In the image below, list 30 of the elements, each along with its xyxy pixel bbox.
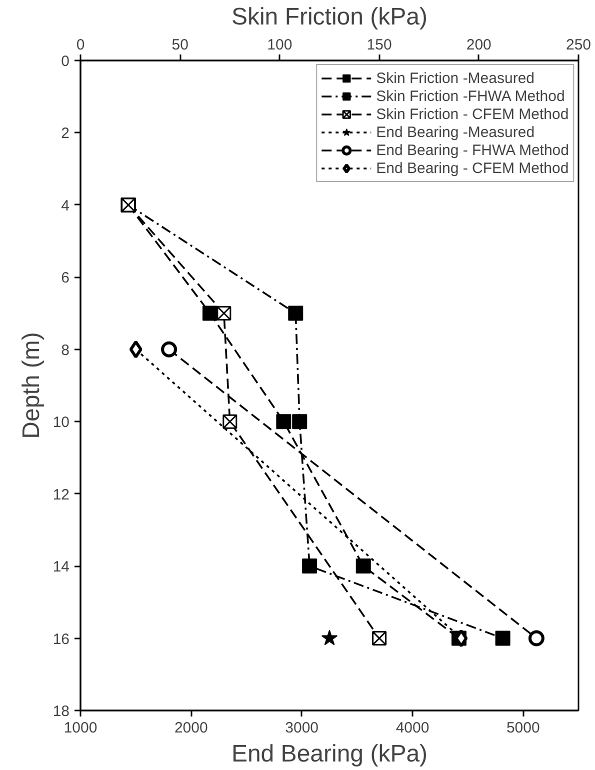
y-tick-label: 8 — [61, 342, 70, 359]
y-axis-title: Depth (m) — [18, 332, 45, 439]
x-tick-label: 1000 — [64, 720, 98, 736]
y-tick-label: 4 — [61, 197, 70, 214]
x-tick-label: 2000 — [174, 720, 208, 736]
x2-axis-title: Skin Friction (kPa) — [231, 4, 428, 30]
x-tick-label: 3000 — [285, 720, 319, 736]
y-tick-label: 16 — [52, 630, 70, 648]
y-tick-label: 12 — [52, 486, 70, 504]
x2-tick-label: 50 — [172, 36, 188, 54]
x-axis-title: End Bearing (kPa) — [231, 740, 428, 768]
x-tick-label: 4000 — [396, 720, 430, 736]
x2-tick-label: 150 — [366, 36, 392, 54]
x2-tick-label: 0 — [76, 36, 85, 54]
legend-label: Skin Friction -FHWA Method — [376, 87, 565, 105]
y-tick-label: 10 — [52, 414, 70, 432]
y-tick-label: 14 — [52, 558, 70, 576]
legend-label: Skin Friction -Measured — [376, 69, 535, 87]
legend-label: End Bearing - FHWA Method — [376, 141, 569, 159]
x2-tick-label: 100 — [267, 36, 292, 54]
y-tick-label: 18 — [52, 703, 70, 720]
legend-label: End Bearing - CFEM Method — [376, 159, 569, 177]
x-tick-label: 5000 — [506, 720, 540, 736]
legend-label: Skin Friction - CFEM Method — [376, 105, 569, 123]
y-tick-label: 6 — [61, 270, 70, 287]
y-tick-label: 2 — [61, 125, 70, 142]
y-tick-label: 0 — [61, 53, 70, 70]
legend-label: End Bearing -Measured — [376, 123, 535, 141]
x2-tick-label: 250 — [566, 36, 592, 54]
x2-tick-label: 200 — [466, 36, 492, 54]
